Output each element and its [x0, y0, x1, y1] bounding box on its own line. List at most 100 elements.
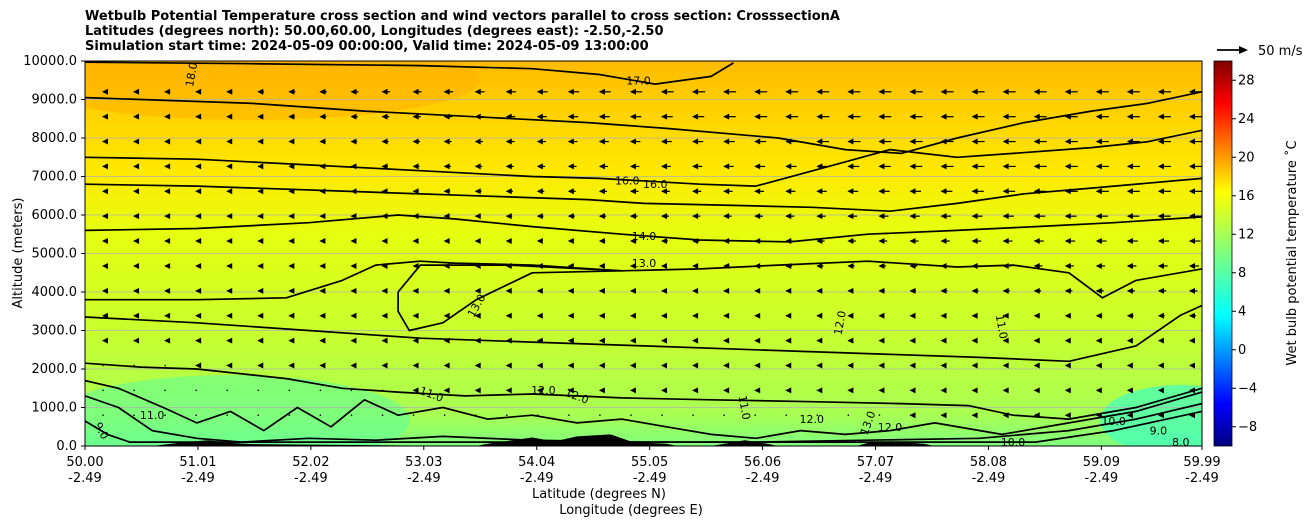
wind-vector-head [692, 88, 699, 95]
wind-vector-head [1095, 387, 1102, 394]
x-tick-label-lat: 54.04 [518, 455, 555, 470]
wind-vector-head [785, 387, 792, 394]
wind-vector-head [1189, 213, 1195, 220]
wind-vector-head [723, 88, 730, 95]
wind-vector-head [474, 88, 481, 95]
wind-vector-head [319, 262, 326, 269]
wind-vector-head [319, 337, 326, 344]
wind-vector [164, 364, 166, 367]
wind-vector-head [909, 412, 916, 419]
wind-vector-head [1126, 312, 1133, 319]
wind-vector-head [319, 213, 326, 220]
wind-vector-head [1033, 213, 1040, 220]
wind-vector-head [102, 238, 108, 245]
wind-vector-head [754, 312, 761, 319]
wind-vector-head [754, 163, 761, 170]
wind-vector-head [1033, 88, 1040, 95]
wind-vector-head [102, 287, 108, 294]
wind-vector-head [195, 238, 202, 245]
wind-vector-head [443, 387, 450, 394]
wind-vector-head [1126, 138, 1133, 145]
wind-vector-head [692, 113, 699, 120]
wind-vector-head [847, 362, 854, 369]
wind-vector-head [350, 163, 357, 170]
wind-vector-head [1095, 312, 1102, 319]
wind-vector-head [350, 362, 357, 369]
wind-vector-head [1157, 213, 1164, 220]
x-tick-label-lat: 59.99 [1183, 455, 1220, 470]
wind-vector-head [1033, 138, 1040, 145]
wind-vector-head [1002, 138, 1009, 145]
y-tick-label: 9000.0 [32, 93, 78, 108]
wind-vector-head [1126, 113, 1133, 120]
wind-vector-head [505, 262, 512, 269]
wind-vector-head [971, 188, 978, 195]
wind-vector-head [971, 387, 978, 394]
wind-vector-head [381, 337, 388, 344]
wind-vector-head [1064, 337, 1071, 344]
wind-vector-head [1189, 238, 1195, 245]
wind-vector-head [1095, 113, 1102, 120]
wind-vector-head [102, 188, 108, 195]
wind-vector-head [102, 138, 108, 145]
wind-vector-head [909, 337, 916, 344]
x-tick-label-lon: -2.49 [294, 471, 328, 486]
wind-vector-head [443, 337, 450, 344]
wind-vector-head [816, 337, 823, 344]
wind-vector [381, 414, 384, 417]
wind-vector-head [133, 287, 140, 294]
x-tick-label-lon: -2.49 [1185, 471, 1219, 486]
wind-vector-head [598, 337, 605, 344]
wind-vector-head [1033, 312, 1040, 319]
warm-region [85, 61, 480, 120]
wind-vector-head [1002, 312, 1009, 319]
wind-vector-head [1157, 88, 1164, 95]
wind-vector [599, 414, 601, 417]
wind-vector-head [567, 113, 574, 120]
wind-vector-head [692, 262, 699, 269]
wind-vector-head [226, 163, 233, 170]
contour-label: 11.0 [736, 394, 753, 420]
wind-vector-head [816, 362, 823, 369]
wind-vector-head [1126, 362, 1133, 369]
wind-vector-head [381, 238, 388, 245]
wind-vector-head [226, 113, 233, 120]
y-tick-label: 3000.0 [32, 324, 78, 339]
wind-vector-head [412, 287, 419, 294]
contour-label: 17.0 [626, 74, 651, 87]
wind-vector-head [319, 163, 326, 170]
wind-vector-head [1095, 238, 1102, 245]
wind-vector-head [567, 88, 574, 95]
wind-vector-head [629, 312, 636, 319]
wind-vector-head [1189, 188, 1195, 195]
wind-vector-head [1033, 362, 1040, 369]
wind-vector-head [629, 362, 636, 369]
colorbar-tick-label: −4 [1238, 381, 1257, 396]
wind-vector-head [319, 113, 326, 120]
wind-vector-head [1064, 412, 1071, 419]
wind-vector-head [1095, 262, 1102, 269]
contour-label: 10.0 [1001, 436, 1026, 449]
wind-vector-head [598, 362, 605, 369]
wind-vector-head [288, 88, 295, 95]
contour-label: 9.0 [1150, 425, 1168, 438]
wind-vector-head [257, 113, 264, 120]
wind-vector-head [1157, 138, 1164, 145]
wind-vector-head [816, 262, 823, 269]
wind-vector-head [940, 337, 947, 344]
wind-vector-head [102, 337, 108, 344]
wind-vector [195, 414, 197, 417]
wind-vector-head [443, 312, 450, 319]
wind-vector [661, 414, 663, 417]
wind-vector-head [226, 213, 233, 220]
wind-vector-head [536, 213, 543, 220]
wind-vector-head [505, 238, 512, 245]
wind-vector-head [598, 113, 605, 120]
wind-vector-head [412, 312, 419, 319]
wind-vector-head [164, 262, 171, 269]
wind-vector-head [319, 362, 326, 369]
wind-vector [133, 364, 135, 367]
wind-vector-head [878, 163, 885, 170]
contour-label: 12.0 [878, 421, 903, 434]
wind-vector-head [350, 287, 357, 294]
